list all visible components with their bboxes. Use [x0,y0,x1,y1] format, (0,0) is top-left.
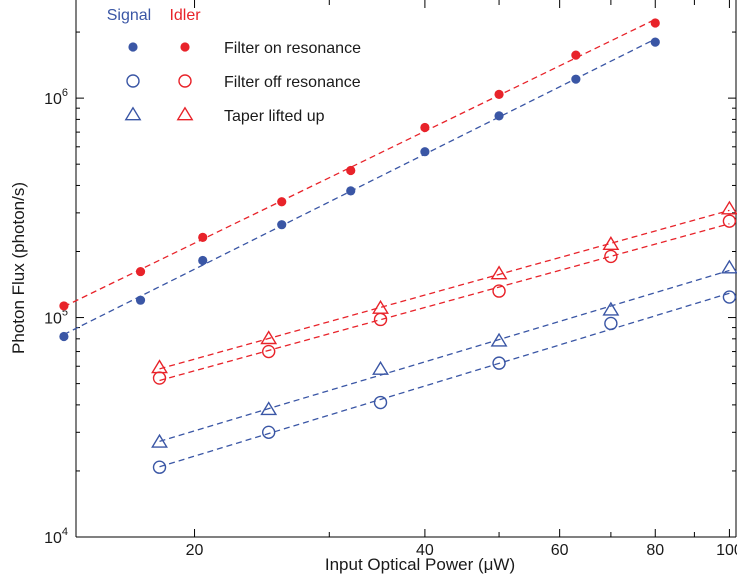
data-point [59,331,69,342]
data-point [372,299,389,314]
data-point [373,312,388,327]
data-point [261,425,276,440]
series-signal-open-triangle [151,259,737,448]
fit-line [63,38,656,336]
data-point [650,37,660,47]
legend-marker [176,106,194,121]
data-point [492,356,506,370]
data-point [420,147,430,157]
legend-label: Filter off resonance [224,74,361,91]
data-point [135,295,146,305]
legend-marker [178,74,192,88]
legend-column-header: Signal [107,7,151,24]
data-point [346,165,356,176]
y-tick-label: 104 [44,526,68,547]
fit-line [159,223,730,382]
data-point [602,236,620,250]
data-point [261,344,276,359]
legend-marker [124,106,142,121]
data-point [135,266,146,277]
axis-ticks: 20 40 60 80 100 104 105 106 [44,0,737,559]
data-point [59,301,69,311]
data-point [151,433,168,448]
data-point [152,371,167,385]
data-point [152,460,167,474]
legend-label: Taper lifted up [224,108,325,125]
legend-marker [180,42,190,52]
data-point [494,89,504,99]
fit-line [159,269,730,442]
legend: Signal Idler Filter on resonance Filter off… [107,7,361,125]
y-axis-label: Photon Flux (photon/s) [9,182,28,354]
series-idler-open-triangle [151,200,737,374]
data-point [571,50,581,60]
data-point [722,290,737,304]
data-point [720,259,737,274]
series-idler-filled-circle [59,18,660,311]
legend-column-header: Idler [169,7,201,24]
x-tick-label: 40 [416,542,434,559]
x-axis-label: Input Optical Power (μW) [325,555,515,574]
data-point [722,214,737,228]
data-point [604,316,618,331]
data-points [59,18,737,474]
data-point [260,330,278,345]
data-point [277,220,287,230]
fit-line [159,292,730,468]
data-point [650,18,660,28]
fit-line [63,18,656,308]
data-point [277,197,287,207]
data-point [373,395,388,410]
x-tick-label: 20 [186,542,204,559]
data-point [490,332,508,347]
x-tick-label: 80 [646,542,664,559]
legend-label: Filter on resonance [224,40,361,57]
data-point [372,360,389,375]
data-point [492,284,506,298]
data-point [198,232,208,242]
data-point [490,265,508,280]
data-point [420,122,430,133]
x-tick-label: 100 [716,542,737,559]
series-signal-open-circle [152,290,737,474]
legend-marker [128,42,138,52]
x-tick-label: 60 [551,542,569,559]
data-point [571,74,581,84]
fit-line [159,209,730,370]
y-tick-label: 106 [44,87,68,108]
data-point [720,200,737,215]
data-point [346,186,356,196]
data-point [198,255,208,266]
series-signal-filled-circle [59,37,660,342]
fit-lines [63,18,730,468]
data-point [260,401,278,416]
data-point [602,301,620,316]
data-point [604,249,618,264]
data-point [494,111,504,121]
data-point [151,359,168,374]
y-tick-label: 105 [44,307,68,328]
legend-marker [126,74,140,88]
plot-area [75,0,737,538]
